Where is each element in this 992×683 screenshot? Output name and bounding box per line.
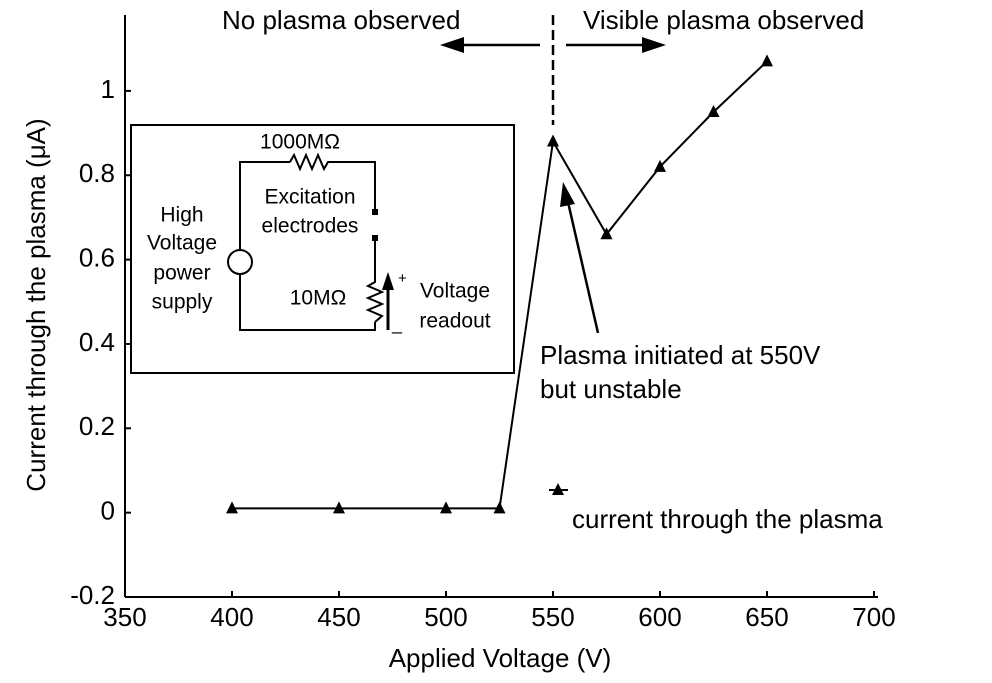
inset: 1000MΩ Excitation electrodes High Voltag… bbox=[130, 124, 515, 374]
annotation-plasma-2: but unstable bbox=[540, 374, 682, 404]
inset-label: power bbox=[153, 262, 210, 285]
inset-label: 10MΩ bbox=[290, 287, 347, 310]
legend: current through the plasma bbox=[549, 483, 883, 534]
inset-label: readout bbox=[419, 310, 490, 333]
inset-label: Voltage bbox=[420, 280, 490, 303]
annotation-plasma: Plasma initiated at 550V bbox=[540, 340, 821, 370]
marker bbox=[333, 501, 345, 514]
legend-marker bbox=[552, 483, 564, 495]
y-tick-label: 0.2 bbox=[79, 411, 115, 441]
x-tick-label: 500 bbox=[424, 602, 467, 632]
electrode bbox=[372, 209, 378, 215]
y-tick-label: 0.4 bbox=[79, 327, 115, 357]
circuit bbox=[227, 152, 390, 331]
arrowhead bbox=[382, 272, 394, 290]
inset-label: Excitation bbox=[264, 186, 355, 209]
marker bbox=[226, 501, 238, 514]
electrode bbox=[372, 235, 378, 241]
inset-label: 1000MΩ bbox=[260, 131, 340, 154]
marker bbox=[707, 105, 720, 117]
annotation-right: Visible plasma observed bbox=[583, 5, 864, 35]
marker bbox=[600, 227, 613, 240]
arrow-plasma bbox=[566, 201, 600, 334]
arrowhead bbox=[642, 37, 666, 53]
inset-label: _ bbox=[391, 314, 403, 335]
y-tick-label: 0.6 bbox=[79, 242, 115, 272]
x-tick-label: 350 bbox=[103, 602, 146, 632]
marker bbox=[654, 159, 666, 172]
source bbox=[227, 249, 253, 275]
inset-label: High bbox=[160, 204, 203, 227]
annotation-left: No plasma observed bbox=[222, 5, 460, 35]
resistor-bottom bbox=[365, 238, 385, 323]
legend-label: current through the plasma bbox=[572, 504, 883, 534]
marker bbox=[493, 501, 506, 514]
x-axis-label: Applied Voltage (V) bbox=[389, 643, 612, 673]
x-tick-label: 600 bbox=[638, 602, 681, 632]
y-tick-label: 1 bbox=[101, 74, 115, 104]
x-tick-label: 450 bbox=[317, 602, 360, 632]
marker bbox=[761, 54, 773, 67]
y-tick-label: 0.8 bbox=[79, 158, 115, 188]
y-axis-label: Current through the plasma (μA) bbox=[21, 118, 51, 491]
arrowhead bbox=[440, 37, 464, 53]
y-tick-label: 0 bbox=[101, 496, 115, 526]
wire bbox=[239, 161, 290, 250]
inset-label: electrodes bbox=[262, 215, 359, 238]
inset-label: + bbox=[398, 270, 407, 287]
y-tick-label: -0.2 bbox=[70, 580, 115, 610]
x-tick-label: 550 bbox=[531, 602, 574, 632]
inset-label: supply bbox=[152, 291, 213, 314]
marker bbox=[547, 134, 559, 147]
inset-label: Voltage bbox=[147, 232, 217, 255]
x-tick-label: 650 bbox=[745, 602, 788, 632]
marker bbox=[440, 501, 452, 514]
x-tick-label: 700 bbox=[852, 602, 895, 632]
x-tick-label: 400 bbox=[210, 602, 253, 632]
annotation-arrows bbox=[440, 15, 666, 334]
wire bbox=[239, 274, 376, 331]
arrowhead bbox=[560, 182, 575, 207]
resistor-top bbox=[289, 152, 376, 212]
